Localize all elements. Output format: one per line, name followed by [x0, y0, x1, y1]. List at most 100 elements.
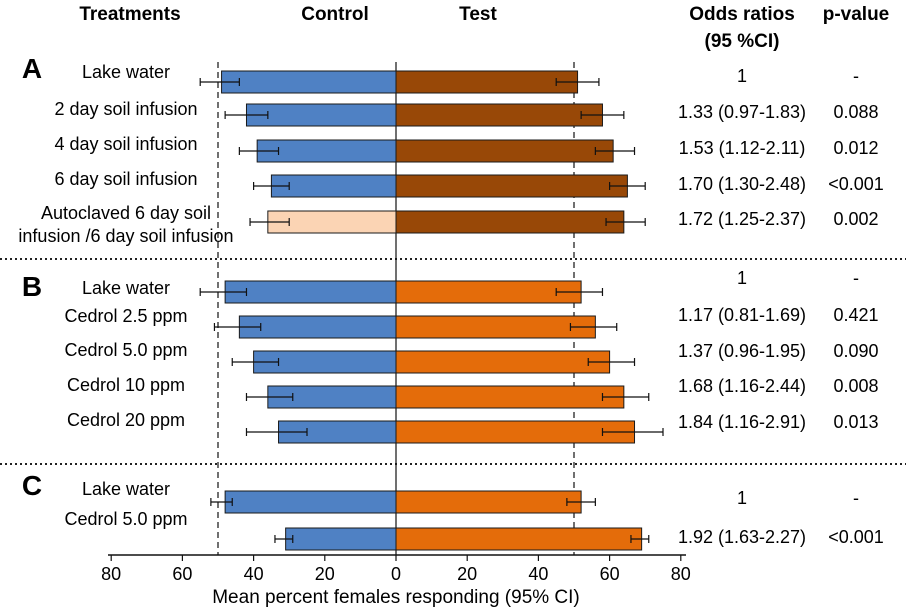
x-tick-label: 80	[671, 564, 691, 584]
treatment-label: Lake water	[82, 479, 170, 499]
header-odds-ratio-ci: (95 %CI)	[705, 31, 780, 52]
control-error-bar	[245, 428, 308, 436]
x-tick-label: 0	[391, 564, 401, 584]
row: Autoclaved 6 day soil infusion /6 day soi…	[18, 203, 878, 246]
x-tick-label: 20	[315, 564, 335, 584]
odds-ratio: 1.17 (0.81-1.69)	[678, 305, 806, 325]
test-error-bar	[608, 182, 646, 190]
header-test: Test	[459, 4, 497, 25]
control-error-bar	[245, 393, 294, 401]
control-bar	[238, 315, 397, 339]
p-value: 0.013	[833, 412, 878, 432]
control-error-bar	[199, 288, 248, 296]
control-error-bar	[213, 323, 262, 331]
odds-ratio: 1.53 (1.12-2.11)	[679, 138, 806, 158]
test-bar	[395, 280, 582, 304]
control-bar	[224, 490, 397, 514]
test-error-bar	[555, 78, 600, 86]
panel-label: B	[22, 271, 42, 302]
p-value: 0.008	[833, 376, 878, 396]
x-axis-title: Mean percent females responding (95% CI)	[212, 587, 580, 608]
p-value: <0.001	[828, 527, 884, 547]
control-error-bar	[231, 358, 280, 366]
test-error-bar	[580, 111, 625, 119]
control-bar	[221, 70, 397, 94]
test-error-bar	[594, 147, 636, 155]
row: Cedrol 20 ppm 1.84 (1.16-2.91) 0.013	[67, 410, 879, 444]
control-bar	[224, 280, 397, 304]
row: Lake water 1 -	[82, 479, 859, 514]
test-bar	[395, 103, 603, 127]
treatment-label: 4 day soil infusion	[54, 134, 197, 154]
test-error-bar	[566, 498, 596, 506]
test-error-bar	[601, 393, 650, 401]
control-error-bar	[274, 535, 294, 543]
p-value: 0.002	[833, 209, 878, 229]
panel-label: A	[22, 53, 42, 84]
row: Cedrol 2.5 ppm 1.17 (0.81-1.69) 0.421	[64, 305, 879, 339]
panel-separators	[0, 258, 906, 465]
panel-B: B Lake water 1 - Cedrol 2.5 ppm 1.17 (0.81-1.…	[22, 268, 879, 444]
test-error-bar	[569, 323, 618, 331]
treatment-label: Cedrol 5.0 ppm	[64, 509, 187, 529]
x-axis: 80 60 40 20 0 20 40 60 80	[101, 554, 691, 584]
p-value: 0.421	[833, 305, 878, 325]
row: 2 day soil infusion 1.33 (0.97-1.83) 0.088	[54, 99, 879, 127]
header-treatments: Treatments	[79, 4, 180, 25]
test-bar	[395, 350, 611, 374]
p-value: 0.090	[833, 341, 878, 361]
test-error-bar	[605, 218, 646, 226]
treatment-label: Lake water	[82, 278, 170, 298]
test-bar	[395, 315, 596, 339]
treatment-label: Cedrol 20 ppm	[67, 410, 185, 430]
p-value: -	[853, 268, 859, 288]
odds-ratio: 1.72 (1.25-2.37)	[678, 209, 806, 229]
row: Cedrol 10 ppm 1.68 (1.16-2.44) 0.008	[67, 375, 879, 409]
test-bar	[395, 210, 625, 234]
panel-C: C Lake water 1 - Cedrol 5.0 ppm 1.92 (1.63-2.…	[22, 470, 884, 551]
odds-ratio: 1	[737, 66, 747, 86]
odds-ratio: 1.68 (1.16-2.44)	[678, 376, 806, 396]
p-value: 0.088	[833, 102, 878, 122]
test-error-bar	[601, 428, 664, 436]
treatment-label: Cedrol 10 ppm	[67, 375, 185, 395]
test-error-bar	[555, 288, 604, 296]
header-odds-ratio: Odds ratios	[689, 4, 795, 25]
panel-label: C	[22, 470, 42, 501]
header-control: Control	[301, 4, 369, 25]
odds-ratio: 1.37 (0.96-1.95)	[678, 341, 806, 361]
treatment-label: Cedrol 2.5 ppm	[64, 306, 187, 326]
row: 4 day soil infusion 1.53 (1.12-2.11) 0.012	[54, 134, 879, 163]
odds-ratio: 1.92 (1.63-2.27)	[678, 527, 806, 547]
control-bar	[270, 174, 397, 198]
test-bar	[395, 420, 636, 444]
control-error-bar	[238, 147, 280, 155]
p-value: 0.012	[833, 138, 878, 158]
test-bar	[395, 70, 579, 94]
panels: A Lake water 1 - 2 day soil infusion 1.33 (0.…	[18, 53, 884, 551]
control-error-bar	[210, 498, 233, 506]
control-bar	[285, 527, 397, 551]
treatment-label: Autoclaved 6 day soil	[41, 203, 211, 223]
test-error-bar	[587, 358, 636, 366]
row: Lake water 1 -	[82, 268, 859, 304]
control-error-bar	[199, 78, 240, 86]
test-bar	[395, 139, 614, 163]
row: Cedrol 5.0 ppm 1.92 (1.63-2.27) <0.001	[64, 509, 884, 551]
x-tick-label: 40	[528, 564, 548, 584]
column-headers: Treatments Control Test Odds ratios (95 …	[79, 4, 889, 52]
treatment-label: Lake water	[82, 62, 170, 82]
control-error-bar	[224, 111, 269, 119]
odds-ratio: 1	[737, 268, 747, 288]
row: 6 day soil infusion 1.70 (1.30-2.48) <0.00…	[54, 169, 884, 198]
test-bar	[395, 174, 628, 198]
panel-A: A Lake water 1 - 2 day soil infusion 1.33 (0.…	[18, 53, 883, 246]
p-value: <0.001	[828, 174, 884, 194]
test-bar	[395, 490, 582, 514]
test-error-bar	[630, 535, 650, 543]
odds-ratio: 1.84 (1.16-2.91)	[678, 412, 806, 432]
x-tick-label: 40	[244, 564, 264, 584]
control-error-bar	[253, 182, 290, 190]
treatment-label: infusion /6 day soil infusion	[18, 226, 233, 246]
test-bar	[395, 385, 625, 409]
